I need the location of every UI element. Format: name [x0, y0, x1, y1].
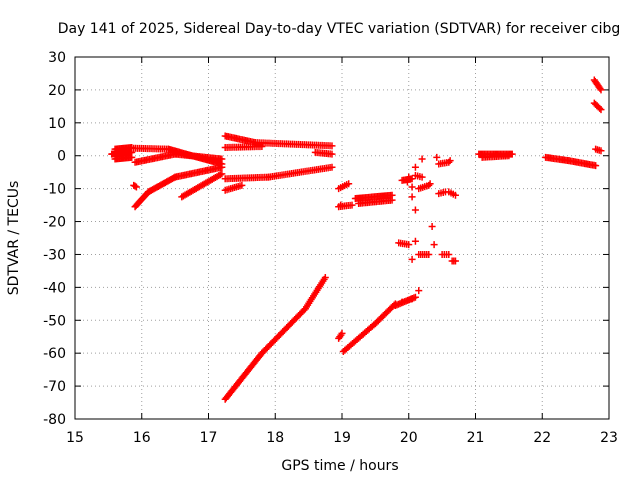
y-tick-label: -20 [43, 215, 66, 231]
y-tick-label: 10 [48, 116, 66, 132]
y-axis-title: SDTVAR / TECUs [6, 181, 22, 296]
data-point-marker [418, 173, 426, 181]
data-point-marker [338, 329, 346, 337]
data-point-marker [597, 147, 605, 155]
data-point-marker [405, 173, 413, 181]
data-point-marker [328, 163, 336, 171]
tick-labels: 15 16 17 18 19 20 21 22 23 -80 -70 -60 -50 -40 -30 -20 -… [43, 50, 618, 446]
data-point-marker [597, 106, 605, 114]
y-tick-label: -30 [43, 247, 66, 263]
data-point-marker [405, 241, 413, 249]
data-point-marker [408, 193, 416, 201]
data-point-marker [328, 150, 336, 158]
data-point-marker [411, 206, 419, 214]
data-point-marker [426, 180, 434, 188]
data-point-marker [411, 163, 419, 171]
data-point-marker [321, 273, 329, 281]
data-point-marker [238, 181, 246, 189]
data-point-marker [131, 182, 139, 190]
data-point-marker [408, 255, 416, 263]
chart-title: Day 141 of 2025, Sidereal Day-to-day VTE… [58, 21, 621, 37]
data-point-marker [425, 250, 433, 258]
x-tick-label: 18 [266, 430, 284, 446]
x-tick-label: 22 [533, 430, 551, 446]
data-point-marker [418, 155, 426, 163]
data-point-marker [445, 250, 453, 258]
data-point-marker [337, 201, 345, 209]
data-point-marker [505, 152, 513, 160]
x-tick-label: 16 [133, 430, 151, 446]
y-tick-label: 30 [48, 50, 66, 66]
y-tick-label: -40 [43, 280, 66, 296]
data-point-marker [328, 142, 336, 150]
y-tick-label: -60 [43, 346, 66, 362]
data-point-marker [415, 287, 423, 295]
x-tick-label: 23 [600, 430, 618, 446]
y-tick-label: -80 [43, 412, 66, 428]
data-point-marker [430, 241, 438, 249]
data-point-marker [451, 257, 459, 265]
data-point-marker [596, 84, 604, 92]
data-point-marker [596, 104, 604, 112]
x-tick-label: 20 [400, 430, 418, 446]
data-point-marker [428, 222, 436, 230]
data-point-marker [451, 191, 459, 199]
x-axis-title: GPS time / hours [281, 458, 398, 474]
data-point-marker [348, 201, 356, 209]
data-point-marker [408, 183, 416, 191]
x-tick-label: 17 [200, 430, 218, 446]
data-point-marker [218, 163, 226, 171]
plot-frame [74, 56, 610, 420]
data-point-marker [433, 153, 441, 161]
grid-lines [75, 57, 609, 419]
data-point-marker [128, 153, 136, 161]
data-point-marker [408, 295, 416, 303]
data-point-marker [403, 178, 411, 186]
y-tick-label: 20 [48, 83, 66, 99]
data-point-marker [597, 86, 605, 94]
data-point-marker [592, 162, 600, 170]
y-tick-label: -10 [43, 182, 66, 198]
x-tick-label: 19 [333, 430, 351, 446]
data-point-marker [398, 298, 406, 306]
data-point-marker [345, 180, 353, 188]
data-point-marker [218, 155, 226, 163]
y-tick-label: -70 [43, 379, 66, 395]
y-tick-label: 0 [57, 149, 66, 165]
data-point-marker [132, 183, 140, 191]
data-point-marker [218, 170, 226, 178]
x-tick-label: 15 [66, 430, 84, 446]
data-point-marker [446, 157, 454, 165]
data-point-marker [388, 196, 396, 204]
x-tick-label: 21 [467, 430, 485, 446]
data-points [108, 76, 605, 403]
data-point-marker [411, 237, 419, 245]
y-tick-label: -50 [43, 313, 66, 329]
data-point-marker [258, 143, 266, 151]
